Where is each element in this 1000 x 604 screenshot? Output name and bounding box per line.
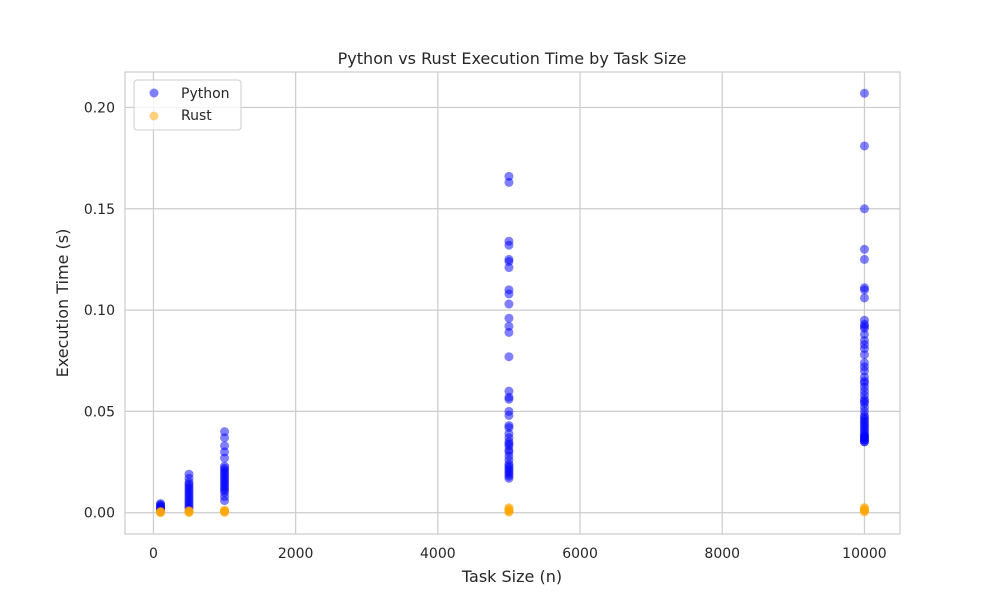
python-point xyxy=(859,88,869,98)
rust-point xyxy=(184,506,194,516)
python-series-points xyxy=(156,88,869,516)
y-tick-label: 0.05 xyxy=(84,404,115,420)
x-tick-label: 10000 xyxy=(842,546,887,562)
rust-point xyxy=(504,503,514,513)
python-point xyxy=(859,244,869,254)
python-point xyxy=(859,350,869,360)
python-point xyxy=(504,394,514,404)
plot-frame xyxy=(124,71,901,535)
python-point xyxy=(504,410,514,420)
y-tick-label: 0.20 xyxy=(84,100,115,116)
python-point xyxy=(504,289,514,299)
x-tick-labels: 0 2000 4000 6000 8000 10000 xyxy=(149,546,887,562)
python-point xyxy=(220,433,230,443)
rust-series-points xyxy=(156,502,869,518)
x-axis-label: Task Size (n) xyxy=(461,567,562,586)
python-point xyxy=(504,263,514,273)
chart-title: Python vs Rust Execution Time by Task Si… xyxy=(338,49,687,68)
legend-label-python: Python xyxy=(181,86,230,102)
python-point xyxy=(504,240,514,250)
rust-point xyxy=(156,507,166,517)
python-point xyxy=(220,453,230,463)
legend-box xyxy=(133,79,242,131)
python-point xyxy=(504,352,514,362)
x-tick-label: 4000 xyxy=(420,546,456,562)
y-tick-labels: 0.00 0.05 0.10 0.15 0.20 xyxy=(84,100,115,521)
python-point xyxy=(504,327,514,337)
python-point xyxy=(504,313,514,323)
python-point xyxy=(859,254,869,264)
x-tick-label: 6000 xyxy=(562,546,598,562)
rust-point xyxy=(859,502,869,512)
x-tick-label: 2000 xyxy=(278,546,314,562)
x-tick-label: 0 xyxy=(149,546,158,562)
python-point xyxy=(859,431,869,441)
python-point xyxy=(504,299,514,309)
plot-area xyxy=(124,71,901,535)
python-point xyxy=(859,293,869,303)
y-axis-label: Execution Time (s) xyxy=(53,229,72,378)
y-tick-label: 0.10 xyxy=(84,303,115,319)
y-tick-label: 0.00 xyxy=(84,506,115,522)
python-point xyxy=(220,496,230,506)
x-tick-label: 8000 xyxy=(704,546,740,562)
legend-label-rust: Rust xyxy=(181,108,212,124)
python-point xyxy=(859,285,869,295)
legend: Python Rust xyxy=(133,79,242,131)
legend-marker-rust xyxy=(149,111,159,121)
y-tick-label: 0.15 xyxy=(84,202,115,218)
python-point xyxy=(859,204,869,214)
rust-point xyxy=(220,505,230,515)
python-point xyxy=(859,141,869,151)
legend-marker-python xyxy=(149,88,159,98)
python-point xyxy=(504,177,514,187)
python-point xyxy=(504,473,514,483)
